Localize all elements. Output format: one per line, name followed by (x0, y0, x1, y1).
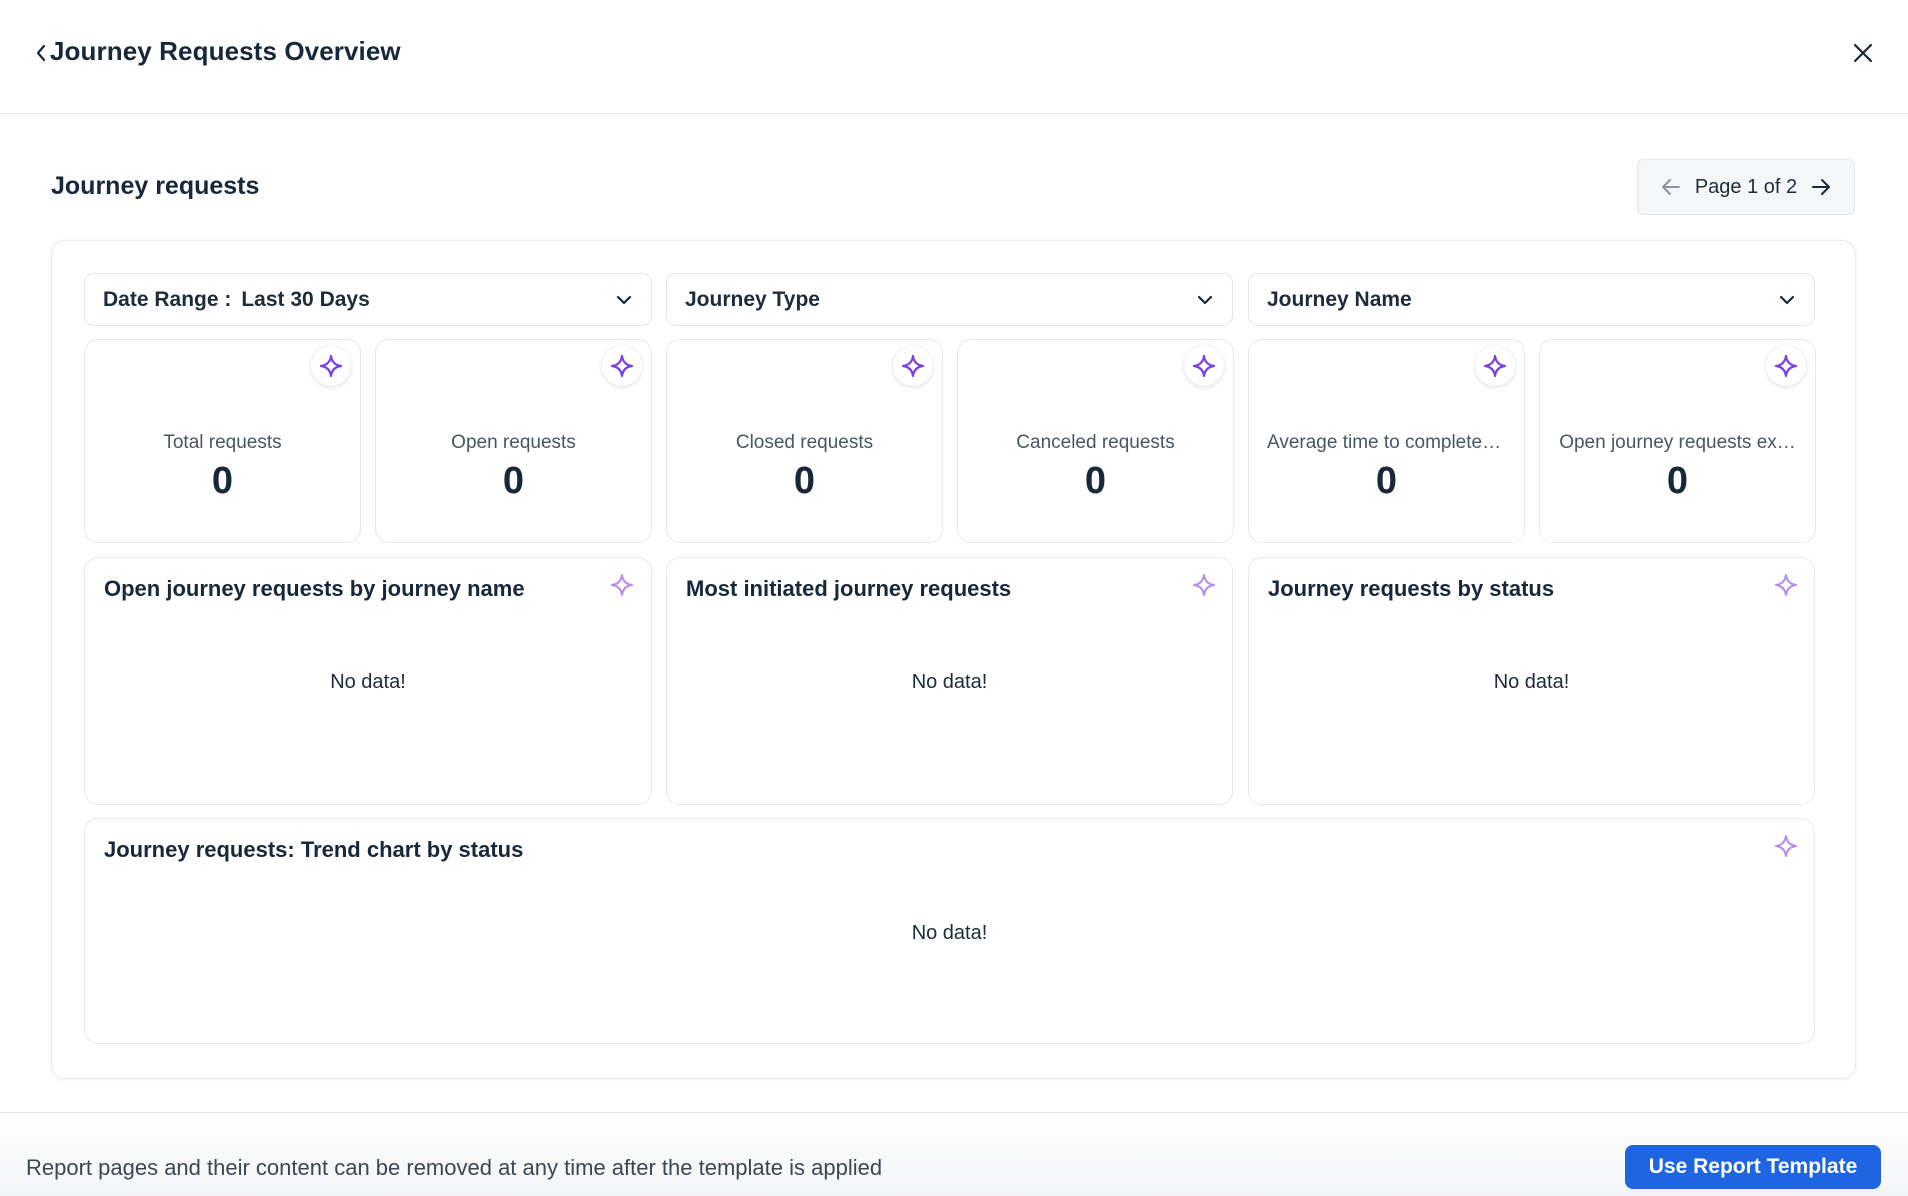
journey-type-label: Journey Type (685, 287, 820, 311)
no-data-message: No data! (911, 922, 988, 944)
stat-value: 0 (1666, 460, 1689, 502)
stat-card-open-requests: Open requests 0 (375, 339, 652, 543)
ai-insight-button[interactable] (1189, 570, 1219, 600)
sparkle-icon (1193, 574, 1215, 596)
journey-type-filter[interactable]: Journey Type (666, 273, 1233, 326)
stat-label: Closed requests (735, 432, 874, 453)
sparkle-icon (1775, 835, 1797, 857)
stat-value: 0 (502, 460, 525, 502)
chevron-left-icon (36, 44, 46, 62)
no-data-message: No data! (330, 671, 406, 693)
ai-insight-button[interactable] (1771, 570, 1801, 600)
stat-card-canceled-requests: Canceled requests 0 (957, 339, 1234, 543)
journey-name-label: Journey Name (1267, 287, 1412, 311)
chevron-down-icon (1778, 294, 1796, 306)
arrow-right-icon (1812, 179, 1831, 195)
close-icon (1853, 43, 1873, 63)
ai-insight-button[interactable] (607, 570, 637, 600)
chart-card-open-by-journey-name: Open journey requests by journey name No… (84, 557, 652, 805)
sparkle-icon (1774, 354, 1798, 378)
stat-label: Average time to complete … (1267, 432, 1507, 453)
stat-card-closed-requests: Closed requests 0 (666, 339, 943, 543)
section-title: Journey requests (51, 172, 260, 200)
stat-card-total-requests: Total requests 0 (84, 339, 361, 543)
sparkle-icon (611, 574, 633, 596)
date-range-text: Date Range : Last 30 Days (103, 288, 615, 312)
journey-name-filter[interactable]: Journey Name (1248, 273, 1815, 326)
stat-value: 0 (793, 460, 816, 502)
ai-insight-button[interactable] (1766, 346, 1806, 386)
stat-label: Open requests (451, 432, 576, 453)
chart-title: Journey requests: Trend chart by status (104, 837, 524, 862)
stat-card-average-time: Average time to complete … 0 (1248, 339, 1525, 543)
ai-insight-button[interactable] (1771, 831, 1801, 861)
chevron-down-icon (615, 294, 633, 306)
stat-card-open-journey-requests-exceeded: Open journey requests ex… 0 (1539, 339, 1816, 543)
ai-insight-button[interactable] (311, 346, 351, 386)
date-range-label: Date Range : (103, 287, 232, 311)
pager: Page 1 of 2 (1637, 159, 1855, 215)
chart-card-by-status: Journey requests by status No data! (1248, 557, 1815, 805)
stat-value: 0 (1375, 460, 1398, 502)
chart-card-most-initiated: Most initiated journey requests No data! (666, 557, 1233, 805)
sparkle-icon (319, 354, 343, 378)
stat-label: Total requests (163, 432, 282, 453)
stat-label: Open journey requests ex… (1559, 432, 1796, 453)
chart-card-trend-by-status: Journey requests: Trend chart by status … (84, 818, 1815, 1044)
sparkle-icon (1775, 574, 1797, 596)
pager-label: Page 1 of 2 (1694, 175, 1798, 198)
sparkle-icon (610, 354, 634, 378)
ai-insight-button[interactable] (602, 346, 642, 386)
chart-title: Journey requests by status (1268, 576, 1555, 601)
arrow-left-icon (1661, 179, 1680, 195)
date-range-value: Last 30 Days (241, 287, 370, 311)
page-title: Journey Requests Overview (50, 36, 401, 66)
sparkle-icon (1483, 354, 1507, 378)
sparkle-icon (1192, 354, 1216, 378)
ai-insight-button[interactable] (1184, 346, 1224, 386)
chart-title: Open journey requests by journey name (104, 576, 525, 601)
sparkle-icon (901, 354, 925, 378)
close-button[interactable] (1848, 38, 1878, 68)
chevron-down-icon (1196, 294, 1214, 306)
date-range-filter[interactable]: Date Range : Last 30 Days (84, 273, 652, 326)
ai-insight-button[interactable] (1475, 346, 1515, 386)
chart-title: Most initiated journey requests (686, 576, 1012, 601)
stat-label: Canceled requests (1016, 432, 1175, 453)
no-data-message: No data! (1493, 671, 1570, 693)
next-page-button[interactable] (1811, 178, 1831, 196)
modal-footer (0, 1112, 1908, 1196)
back-button[interactable] (30, 38, 52, 68)
modal-header (0, 0, 1908, 114)
stat-value: 0 (1084, 460, 1107, 502)
stat-value: 0 (211, 460, 234, 502)
footer-note: Report pages and their content can be re… (26, 1155, 883, 1180)
no-data-message: No data! (911, 671, 988, 693)
ai-insight-button[interactable] (893, 346, 933, 386)
use-report-template-button[interactable]: Use Report Template (1625, 1145, 1881, 1189)
previous-page-button[interactable] (1661, 178, 1681, 196)
